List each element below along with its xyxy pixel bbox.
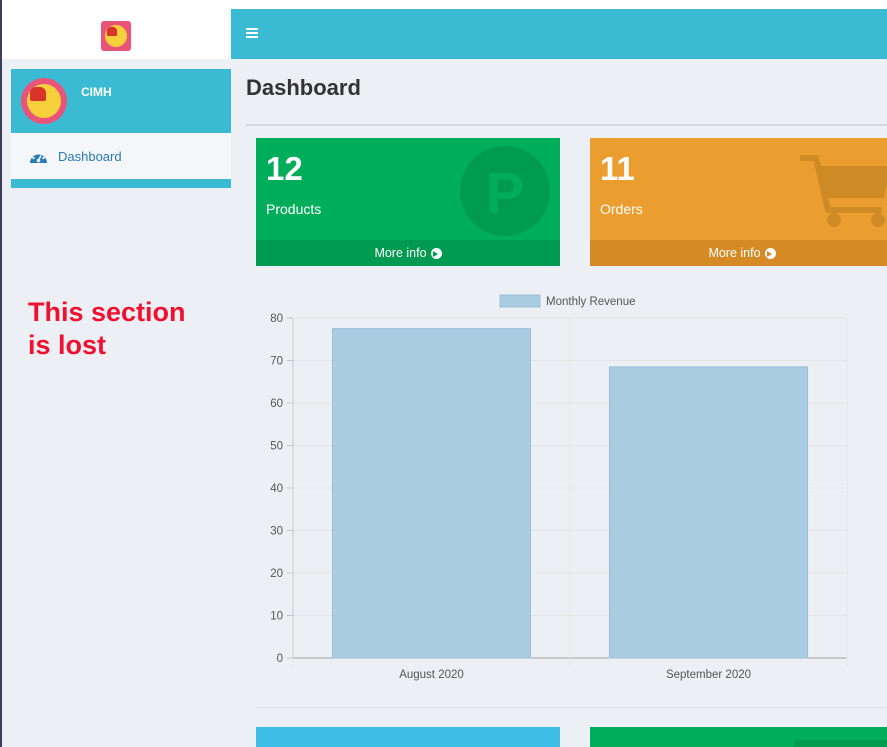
products-count: 12 [266,150,303,187]
orders-more-info-link[interactable]: More info [590,240,887,266]
arrow-circle-right-icon [430,247,442,259]
tachometer-icon [30,150,47,163]
revenue-chart: 0 10 20 30 40 50 60 70 80 August 2020 September 20… [256,284,887,707]
annotation-line-1: This section [28,297,186,327]
chart-bar [608,366,809,659]
arrow-circle-right-icon [764,247,776,259]
x-tick-label: August 2020 [399,669,464,681]
chart-bar [331,328,532,659]
logo-bar[interactable] [2,9,245,59]
orders-count: 11 [600,150,635,187]
chart-divider [256,707,887,708]
window-left-edge [0,0,2,747]
revenue-chart-svg: 0 10 20 30 40 50 60 70 80 August 2020 September 20… [270,294,848,681]
brand-logo-icon[interactable] [101,21,131,51]
info-box-blue [256,727,560,747]
y-tick-label: 80 [270,313,283,325]
products-more-info-link[interactable]: More info [256,240,560,266]
parking-icon: P [460,146,550,236]
legend-label: Monthly Revenue [546,296,636,308]
window-top-strip [0,0,887,9]
shopping-cart-icon [800,155,887,227]
main-content: Dashboard 12 Products P More info 11 Ord… [231,59,887,747]
hamburger-icon[interactable] [246,28,258,39]
orders-box: 11 Orders More info [590,138,887,266]
y-tick-label: 0 [277,653,283,665]
legend-swatch [499,294,541,308]
annotation-text: This section is lost [28,296,186,362]
orders-label: Orders [600,201,643,217]
more-info-label: More info [708,246,761,260]
annotation-line-2: is lost [28,330,107,360]
products-label: Products [266,201,322,217]
more-info-label: More info [374,246,427,260]
y-tick-label: 30 [270,526,283,538]
y-tick-label: 40 [270,483,283,495]
info-box-green [590,727,887,747]
page-title: Dashboard [246,75,361,100]
top-navbar [231,9,887,59]
y-tick-label: 50 [270,441,283,453]
y-tick-label: 70 [270,356,283,368]
y-tick-label: 10 [270,611,283,623]
sidebar: CIMH Dashboard [2,9,245,747]
avatar [21,78,67,124]
sidebar-menu-accent [11,179,231,188]
user-name: CIMH [81,85,112,99]
y-tick-label: 20 [270,568,283,580]
x-tick-label: September 2020 [666,669,751,681]
title-divider [246,124,887,126]
sidebar-item-dashboard[interactable]: Dashboard [11,141,231,171]
y-tick-label: 60 [270,398,283,410]
sidebar-menu: Dashboard [11,133,231,179]
products-box: 12 Products P More info [256,138,560,266]
sidebar-item-label: Dashboard [58,148,122,164]
user-panel: CIMH [11,69,231,133]
